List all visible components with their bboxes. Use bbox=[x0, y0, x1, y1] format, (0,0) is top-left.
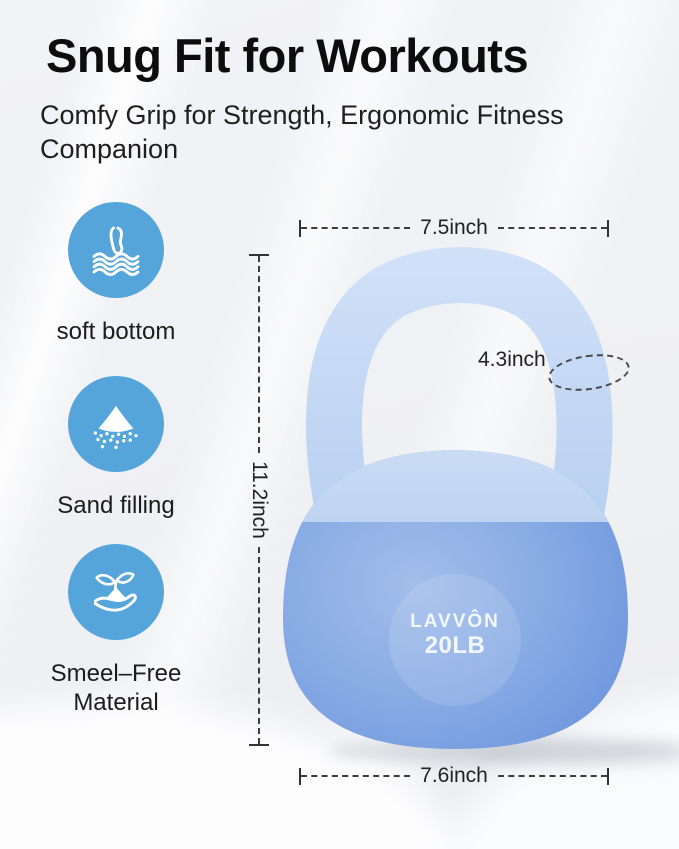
logo-backdrop bbox=[389, 574, 521, 706]
brand-name: LAVVÔN bbox=[410, 611, 500, 632]
dimension-dashed-line bbox=[258, 256, 260, 454]
dimension-tick bbox=[607, 767, 609, 785]
soft-bottom-glyph bbox=[92, 226, 140, 276]
kettlebell-handle bbox=[306, 247, 613, 568]
smell-free-material-icon bbox=[68, 544, 164, 640]
dimension-tick bbox=[607, 219, 609, 237]
sand-filling-glyph bbox=[93, 405, 138, 449]
header: Snug Fit for Workouts Comfy Grip for Str… bbox=[40, 28, 640, 167]
feature-label: Sand filling bbox=[57, 492, 175, 519]
dimension-top-width: 7.5inch bbox=[299, 216, 609, 240]
dimension-dashed-line bbox=[301, 227, 411, 229]
sand-filling-icon bbox=[68, 376, 164, 472]
dimension-height: 11.2inch bbox=[248, 254, 271, 746]
dimension-dashed-line bbox=[497, 775, 607, 777]
dimension-dashed-line bbox=[301, 775, 411, 777]
dimension-label: 7.6inch bbox=[420, 764, 488, 787]
dimension-tick bbox=[249, 254, 269, 256]
kettlebell-shadow-far bbox=[470, 738, 679, 768]
dimension-label: 7.5inch bbox=[420, 216, 488, 239]
weight-label: 20LB bbox=[424, 632, 486, 659]
product-logo: LAVVÔN 20LB bbox=[410, 611, 500, 660]
feature-soft-bottom: soft bottom bbox=[30, 202, 202, 347]
dimension-dashed-line bbox=[258, 546, 260, 744]
dimension-tick bbox=[249, 744, 269, 746]
feature-label: soft bottom bbox=[56, 318, 176, 345]
feature-sand-filling: Sand filling bbox=[30, 376, 202, 521]
dimension-tick bbox=[299, 767, 301, 785]
dimension-label: 11.2inch bbox=[248, 461, 271, 539]
dimension-handle-opening-label: 4.3inch bbox=[478, 348, 546, 371]
feature-label: Smeel–Free Material bbox=[50, 660, 182, 716]
dimension-tick bbox=[299, 219, 301, 237]
page-subtitle: Comfy Grip for Strength, Ergonomic Fitne… bbox=[40, 100, 564, 164]
soft-bottom-icon bbox=[68, 202, 164, 298]
smell-free-glyph bbox=[93, 572, 137, 612]
feature-smell-free-material: Smeel–Free Material bbox=[30, 544, 202, 718]
page-title: Snug Fit for Workouts bbox=[46, 29, 529, 82]
dimension-dashed-line bbox=[497, 227, 607, 229]
dimension-bottom-width: 7.6inch bbox=[299, 764, 609, 788]
kettlebell-body-top bbox=[302, 450, 609, 522]
kettlebell-body bbox=[283, 450, 628, 749]
